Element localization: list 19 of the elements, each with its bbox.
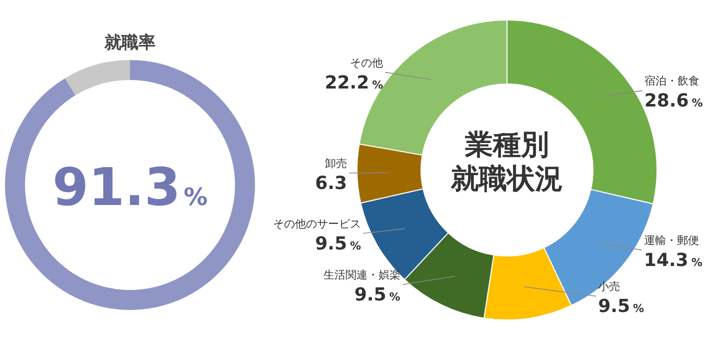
data-label: 14.3% [644, 250, 702, 271]
slice-label: 運輸・郵便 [644, 234, 699, 247]
slice-label: 卸売 [325, 157, 348, 170]
data-label: 6.3 [315, 173, 348, 194]
slice-label: 生活関連・娯楽 [323, 268, 400, 282]
text: 業種別就職状況 [450, 128, 563, 195]
data-label: 22.2% [324, 72, 384, 94]
data-label: 28.6% [644, 90, 703, 112]
data-label: 9.5% [354, 284, 400, 306]
slice-label: その他 [350, 56, 384, 70]
donut-slice [65, 60, 130, 96]
data-label: 9.5% [315, 233, 362, 254]
slice-label: 小売 [598, 280, 620, 294]
slice-label: その他のサービス [273, 217, 362, 230]
donut-slice [5, 60, 255, 310]
slice-label: 宿泊・飲食 [644, 74, 700, 88]
data-label: 9.5% [598, 296, 644, 318]
chart-title: 就職率 [104, 33, 156, 53]
data-label: 91.3% [52, 158, 208, 218]
